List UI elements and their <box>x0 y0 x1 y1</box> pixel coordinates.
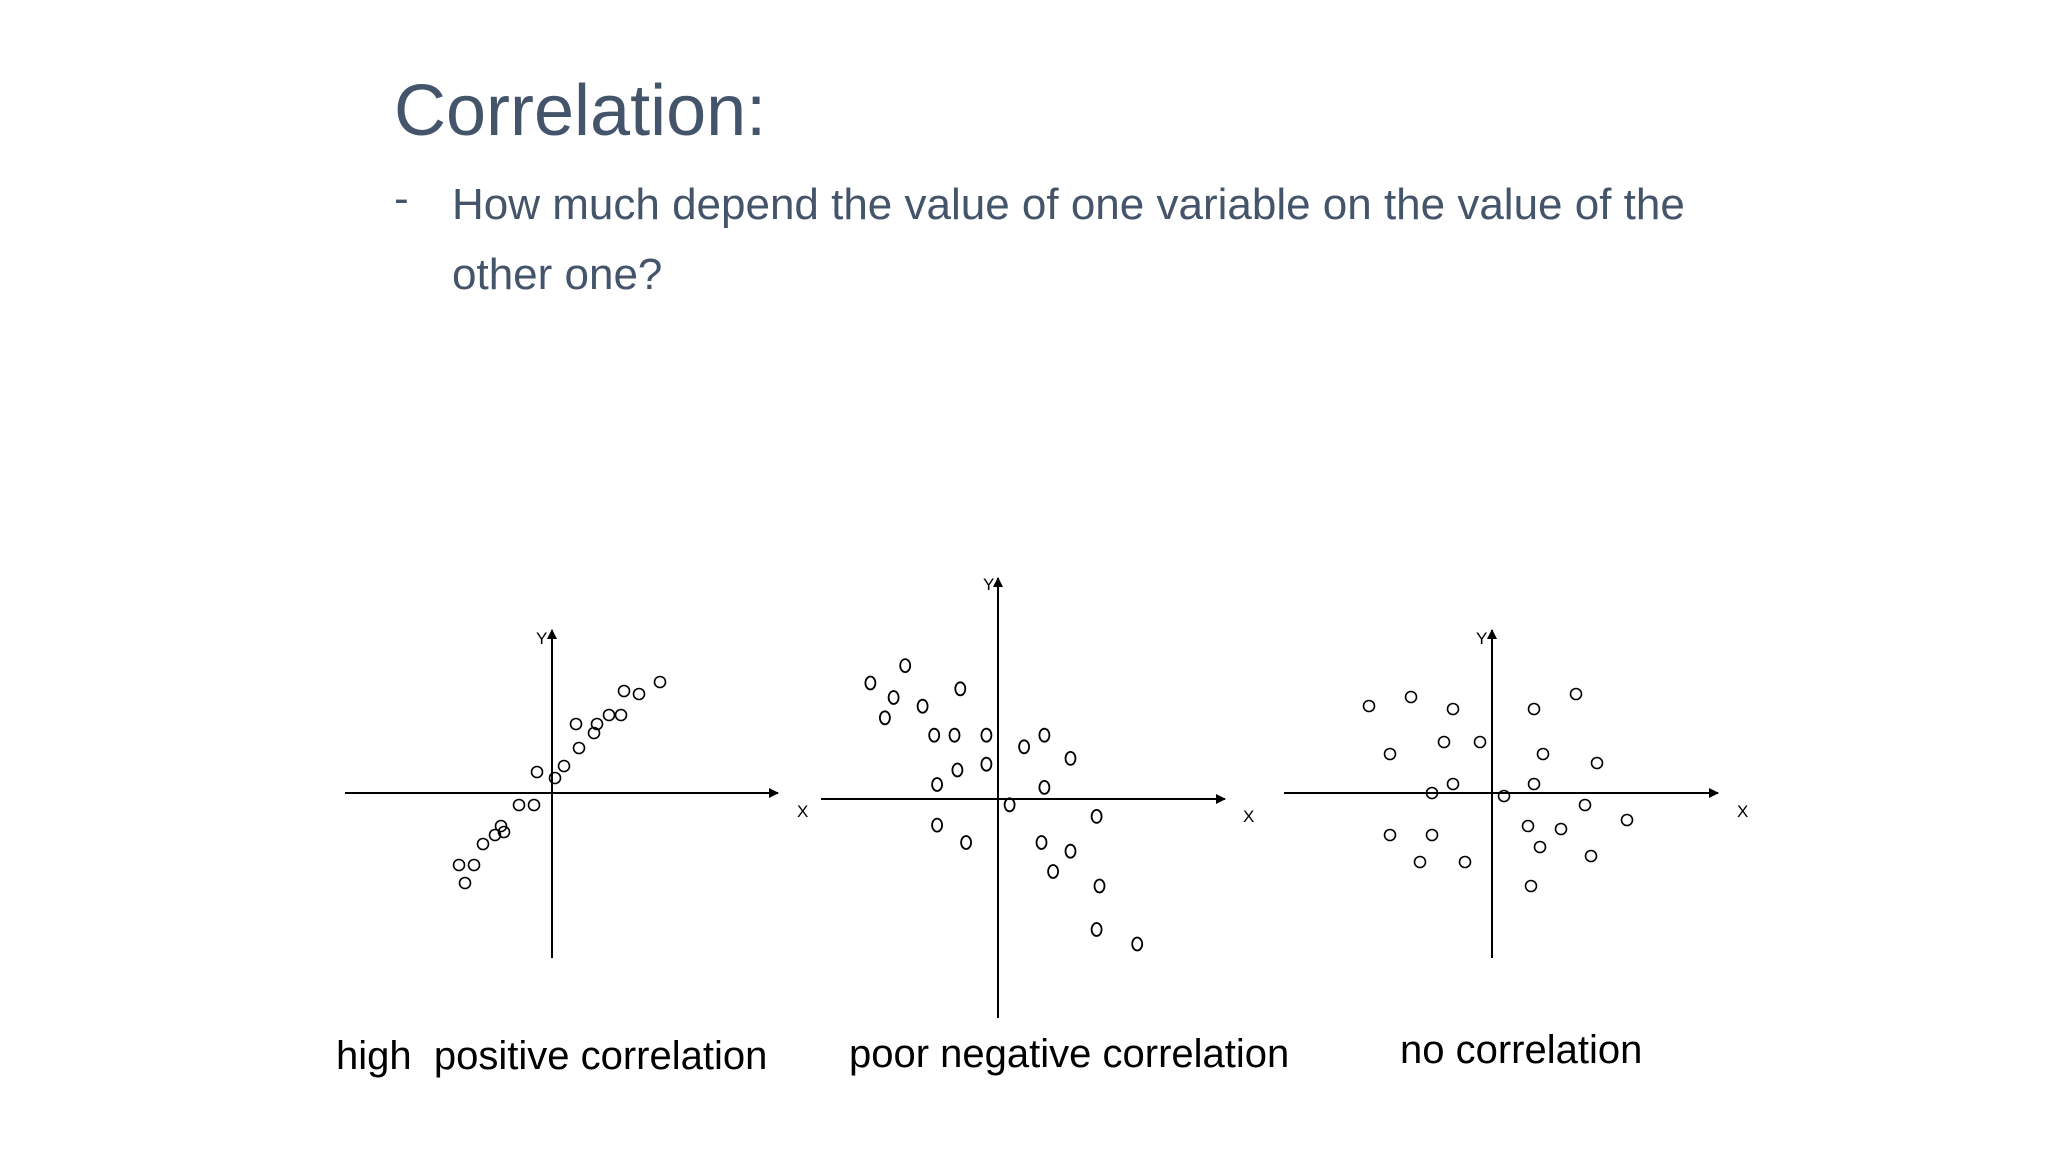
x-axis-label: X <box>1737 802 1748 821</box>
data-point <box>951 762 964 778</box>
slide-title: Correlation: <box>394 71 767 151</box>
data-point <box>1038 727 1051 743</box>
data-point <box>931 777 943 792</box>
y-axis-label: Y <box>1476 629 1487 648</box>
data-point <box>1035 835 1048 850</box>
data-point <box>1404 690 1418 704</box>
data-point <box>1064 843 1077 859</box>
data-point <box>476 837 490 851</box>
data-point <box>587 726 601 740</box>
data-point <box>1569 687 1583 701</box>
data-point <box>1590 756 1604 770</box>
data-point <box>1090 809 1103 824</box>
bullet-marker: - <box>394 174 409 223</box>
caption-negative-correlation: poor negative correlation <box>849 1032 1290 1076</box>
data-point <box>572 741 586 755</box>
data-point <box>1413 855 1427 869</box>
data-point <box>1090 922 1103 937</box>
data-point <box>1425 828 1439 842</box>
data-point <box>916 698 929 714</box>
data-point <box>1584 849 1598 863</box>
data-point <box>1383 828 1397 842</box>
data-point <box>1131 936 1144 952</box>
x-axis-label: X <box>1243 807 1254 826</box>
data-point <box>1047 864 1059 879</box>
data-point <box>980 756 993 772</box>
data-point <box>928 727 941 743</box>
data-point <box>497 825 511 839</box>
data-point <box>590 717 604 731</box>
data-point <box>980 727 993 743</box>
data-point <box>931 817 943 833</box>
data-point <box>948 727 961 743</box>
data-point <box>632 687 646 701</box>
y-axis-label: Y <box>983 575 994 594</box>
scatter-plot-negative: XY <box>821 575 1254 1018</box>
data-point <box>1003 797 1016 813</box>
data-point <box>557 759 571 773</box>
data-point <box>1446 777 1460 791</box>
data-point <box>1473 735 1487 749</box>
scatter-plot-positive: XY <box>345 629 808 958</box>
data-point <box>467 858 481 872</box>
data-point <box>1497 789 1511 803</box>
data-point <box>512 798 526 812</box>
data-point <box>452 858 466 872</box>
data-point <box>1437 735 1451 749</box>
x-axis-label: X <box>797 802 808 821</box>
data-point <box>954 681 967 697</box>
data-point <box>488 828 502 842</box>
data-point <box>1446 702 1460 716</box>
data-point <box>1521 819 1535 833</box>
data-point <box>1064 751 1077 766</box>
data-point <box>1038 780 1051 795</box>
data-point <box>960 835 972 850</box>
bullet-point: - How much depend the value of one varia… <box>394 170 1754 310</box>
data-point <box>617 684 631 698</box>
y-axis-label: Y <box>536 629 547 648</box>
data-point <box>864 675 877 691</box>
data-point <box>548 771 562 785</box>
data-point <box>1093 878 1106 894</box>
caption-positive-correlation: high positive correlation <box>336 1034 768 1078</box>
data-point <box>458 876 472 890</box>
bullet-text: How much depend the value of one variabl… <box>452 180 1685 299</box>
data-point <box>1578 798 1592 812</box>
data-point <box>602 708 616 722</box>
data-point <box>879 710 891 726</box>
scatter-plot-none: XY <box>1284 629 1748 958</box>
data-point <box>527 798 541 812</box>
data-point <box>569 717 583 731</box>
data-point <box>887 690 900 705</box>
data-point <box>653 675 667 689</box>
data-point <box>1524 879 1538 893</box>
data-point <box>1533 840 1547 854</box>
data-point <box>1527 702 1541 716</box>
data-point <box>899 658 912 673</box>
data-point <box>530 765 544 779</box>
data-point <box>1383 747 1397 761</box>
data-point <box>1554 822 1568 836</box>
data-point <box>494 819 508 833</box>
data-point <box>1620 813 1634 827</box>
data-point <box>1425 786 1439 800</box>
caption-no-correlation: no correlation <box>1400 1028 1643 1072</box>
data-point <box>1362 699 1376 713</box>
data-point <box>614 708 628 722</box>
data-point <box>1527 777 1541 791</box>
data-point <box>1018 739 1030 755</box>
data-point <box>1536 747 1550 761</box>
data-point <box>1458 855 1472 869</box>
